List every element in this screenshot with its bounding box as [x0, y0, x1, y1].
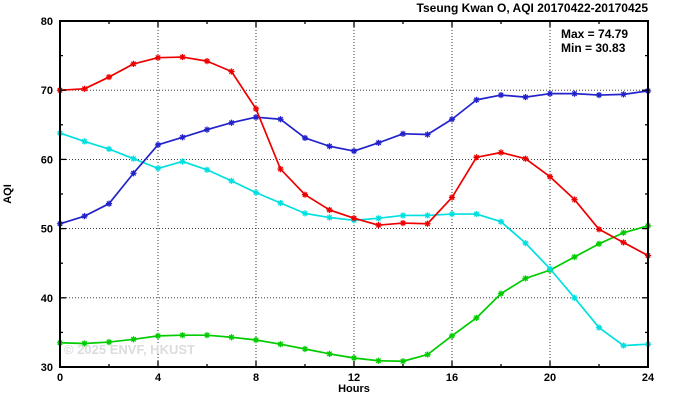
x-tick-label: 8 [253, 372, 259, 384]
x-tick-label: 0 [57, 372, 63, 384]
x-tick-label: 4 [155, 372, 162, 384]
max-min-annotation: Max = 74.79 Min = 30.83 [561, 27, 628, 55]
x-tick-label: 20 [544, 372, 556, 384]
blue-series-line [59, 90, 649, 225]
y-axis-label: AQI [2, 184, 14, 204]
cyan-series-line [59, 132, 649, 347]
chart-title: Tseung Kwan O, AQI 20170422-20170425 [416, 1, 648, 15]
watermark-text: © 2025 ENVF, HKUST [64, 342, 195, 357]
y-tick-label: 50 [41, 224, 53, 236]
max-value-label: Max = 74.79 [561, 27, 629, 41]
y-tick-label: 30 [41, 362, 53, 374]
x-tick-label: 16 [446, 372, 458, 384]
y-tick-label: 40 [41, 293, 53, 305]
x-tick-label: 24 [642, 372, 655, 384]
x-tick-label: 12 [348, 372, 360, 384]
min-value-label: Min = 30.83 [561, 41, 626, 55]
y-tick-label: 70 [41, 85, 53, 97]
y-tick-label: 80 [41, 16, 53, 28]
y-tick-label: 60 [41, 154, 53, 166]
x-axis-label: Hours [338, 383, 370, 395]
